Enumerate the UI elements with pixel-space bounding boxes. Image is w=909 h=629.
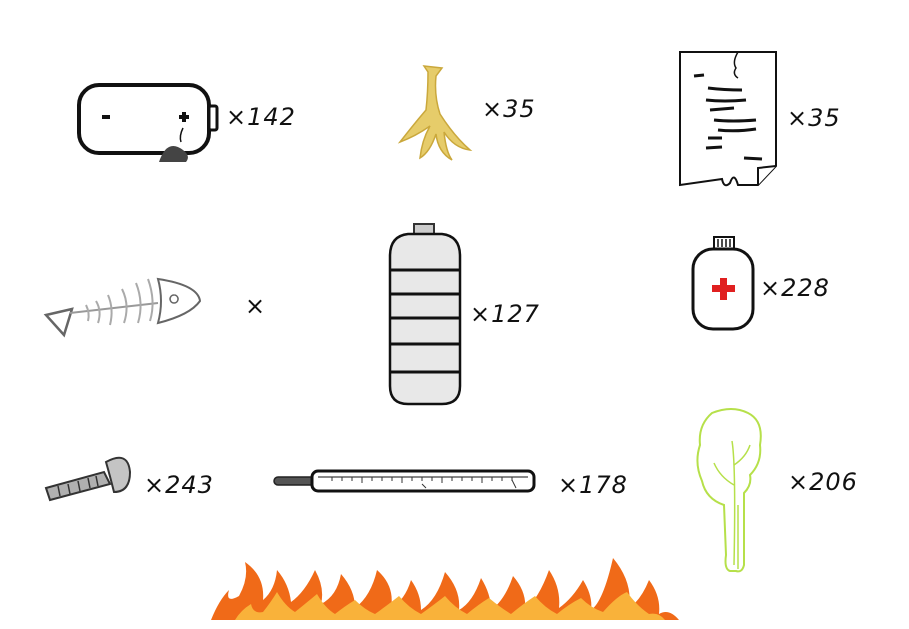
plastic-bottle-icon bbox=[388, 223, 462, 406]
torn-paper-icon bbox=[679, 51, 777, 187]
fish-bone-item[interactable] bbox=[42, 275, 207, 340]
battery-count: ×142 bbox=[226, 103, 296, 131]
thermometer-count: ×178 bbox=[558, 471, 628, 499]
battery-icon bbox=[77, 83, 219, 162]
banana-peel-icon bbox=[397, 65, 473, 161]
thermometer-item[interactable] bbox=[272, 468, 540, 496]
vegetable-leaf-count: ×206 bbox=[788, 468, 858, 496]
banana-peel-item[interactable] bbox=[390, 62, 475, 161]
medicine-bottle-icon bbox=[691, 236, 755, 331]
fish-bone-count: × bbox=[245, 292, 267, 320]
torn-paper-count: ×35 bbox=[787, 104, 841, 132]
screw-icon bbox=[44, 456, 132, 502]
medicine-bottle-item[interactable] bbox=[690, 235, 756, 333]
screw-item[interactable] bbox=[44, 452, 136, 504]
banana-peel-count: ×35 bbox=[482, 95, 536, 123]
thermometer-icon bbox=[273, 469, 536, 493]
fire-icon bbox=[211, 558, 679, 620]
vegetable-leaf-item[interactable] bbox=[692, 405, 772, 577]
torn-paper-item[interactable] bbox=[678, 50, 780, 188]
vegetable-leaf-icon bbox=[696, 408, 762, 573]
plastic-bottle-item[interactable] bbox=[386, 222, 464, 407]
plastic-bottle-count: ×127 bbox=[470, 300, 540, 328]
medicine-bottle-count: ×228 bbox=[760, 274, 830, 302]
screw-count: ×243 bbox=[144, 471, 214, 499]
fish-bone-icon bbox=[43, 277, 202, 338]
battery-item[interactable] bbox=[76, 80, 226, 170]
